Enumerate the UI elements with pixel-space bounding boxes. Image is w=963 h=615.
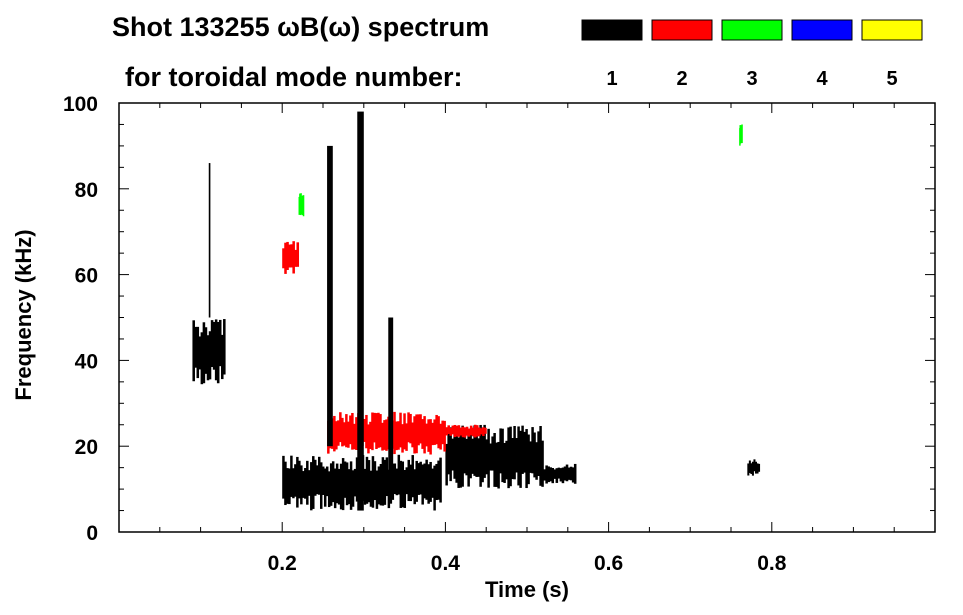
y-tick-label: 60 — [75, 265, 98, 288]
mode-3-region — [739, 124, 743, 146]
mode-2-region — [445, 424, 487, 438]
chart-title-line1: Shot 133255 ωB(ω) spectrum — [112, 12, 489, 42]
chart-title-line2: for toroidal mode number: — [125, 62, 463, 92]
legend-label-mode-2: 2 — [676, 68, 687, 90]
legend-label-mode-4: 4 — [816, 68, 828, 90]
y-tick-label: 100 — [63, 93, 98, 116]
legend-label-mode-3: 3 — [746, 68, 757, 90]
mode-legend: 1 2 3 4 5 — [581, 19, 923, 90]
mode-1-burst — [388, 317, 394, 490]
mode-1-burst — [357, 111, 364, 511]
y-axis-label: Frequency (kHz) — [11, 229, 36, 400]
x-tick-label: 0.6 — [594, 552, 623, 575]
mode-2-region — [282, 241, 300, 274]
mode-3-region — [298, 193, 305, 217]
legend-swatch-mode-4 — [791, 19, 853, 41]
mode-1-region — [543, 463, 577, 484]
x-tick-label: 0.2 — [268, 552, 297, 575]
y-tick-label: 20 — [75, 436, 98, 459]
legend-swatch-mode-5 — [861, 19, 923, 41]
legend-swatch-mode-3 — [721, 19, 783, 41]
legend-swatch-mode-1 — [581, 19, 643, 41]
mode-1-region — [445, 424, 544, 489]
y-tick-label: 80 — [75, 179, 98, 202]
y-tick-label: 0 — [86, 522, 98, 545]
plot-area — [192, 111, 761, 511]
legend-label-mode-1: 1 — [606, 68, 617, 90]
x-axis-label: Time (s) — [485, 577, 569, 602]
mode-1-burst — [327, 145, 333, 447]
y-tick-label: 40 — [75, 350, 98, 373]
x-tick-label: 0.8 — [757, 552, 787, 575]
mode-2-region — [327, 411, 446, 455]
legend-swatch-mode-2 — [651, 19, 713, 41]
axes: 0.2 0.4 0.6 0.8 0 20 40 60 80 100 — [63, 93, 936, 575]
mode-1-region — [747, 459, 761, 476]
mode-1-burst — [208, 163, 211, 318]
x-tick-label: 0.4 — [431, 552, 461, 575]
legend-label-mode-5: 5 — [886, 68, 897, 90]
mode-1-region — [192, 319, 226, 385]
